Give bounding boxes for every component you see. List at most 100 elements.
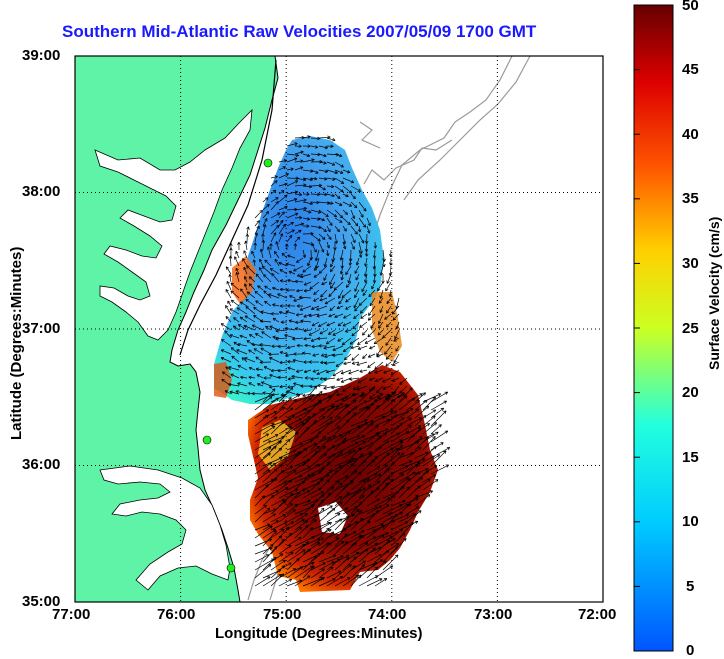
velocity-arrow <box>260 347 272 355</box>
colorbar-tick-label: 20 <box>682 384 699 401</box>
velocity-arrow-head <box>326 479 330 481</box>
colorbar-tick-label: 40 <box>682 126 699 143</box>
velocity-arrow-head <box>366 406 370 409</box>
velocity-arrow <box>422 422 437 435</box>
velocity-arrow-head <box>244 315 247 319</box>
velocity-arrow <box>286 442 303 451</box>
velocity-arrow-head <box>276 520 279 524</box>
velocity-arrow-head <box>324 147 328 150</box>
velocity-arrow-head <box>367 223 371 227</box>
velocity-arrow-head <box>359 574 362 578</box>
x-tick-label: 72:00 <box>578 606 617 623</box>
velocity-arrow-head <box>272 388 276 391</box>
velocity-arrow-head <box>317 383 321 386</box>
velocity-arrow <box>302 265 312 273</box>
velocity-arrow <box>262 574 282 587</box>
velocity-arrow-head <box>364 248 367 252</box>
velocity-arrow <box>310 177 318 180</box>
velocity-arrow <box>358 542 378 555</box>
velocity-arrow-head <box>276 397 279 401</box>
velocity-arrow <box>294 466 311 475</box>
velocity-arrow <box>225 266 232 275</box>
velocity-arrow <box>233 341 240 347</box>
velocity-arrow <box>334 533 348 547</box>
velocity-arrow <box>248 349 256 355</box>
velocity-arrow-head <box>329 268 332 272</box>
velocity-arrow-head <box>295 213 299 216</box>
velocity-arrow <box>358 217 366 228</box>
velocity-arrow-head <box>328 461 331 465</box>
velocity-arrow-head <box>300 150 304 152</box>
velocity-arrow-head <box>332 353 335 356</box>
velocity-arrow <box>349 337 360 345</box>
velocity-arrow-head <box>434 397 436 401</box>
velocity-arrow <box>286 390 296 395</box>
velocity-arrow-head <box>340 434 343 438</box>
velocity-arrow <box>366 510 379 523</box>
velocity-arrow-head <box>362 293 366 296</box>
velocity-arrow <box>310 507 325 523</box>
velocity-arrow <box>261 331 272 339</box>
velocity-arrow <box>367 329 376 338</box>
velocity-arrow <box>349 377 360 380</box>
velocity-arrow <box>318 201 331 204</box>
velocity-arrow <box>294 439 313 451</box>
velocity-arrow <box>254 290 264 299</box>
velocity-arrow-head <box>291 552 294 556</box>
velocity-arrow-head <box>259 360 263 363</box>
velocity-arrow-head <box>408 486 410 490</box>
velocity-arrow-head <box>388 476 391 480</box>
velocity-arrow-head <box>268 440 272 444</box>
velocity-arrow-head <box>409 460 413 464</box>
velocity-arrow <box>302 470 322 483</box>
velocity-arrow <box>312 353 320 357</box>
velocity-arrow <box>262 211 269 219</box>
velocity-arrow-head <box>345 396 349 400</box>
velocity-arrow <box>326 496 343 507</box>
velocity-arrow <box>254 440 271 451</box>
velocity-arrow-head <box>374 368 378 370</box>
velocity-arrow-head <box>349 341 352 345</box>
velocity-arrow <box>287 279 296 283</box>
velocity-arrow-head <box>230 282 234 284</box>
velocity-arrow-head <box>307 135 311 137</box>
velocity-arrow-head <box>328 542 332 544</box>
velocity-arrow-head <box>229 390 233 392</box>
velocity-arrow <box>338 297 344 305</box>
velocity-arrow-head <box>373 547 376 551</box>
velocity-arrow <box>382 513 398 531</box>
velocity-arrow <box>286 142 298 147</box>
velocity-arrow-head <box>349 262 353 266</box>
velocity-arrow <box>379 305 384 313</box>
velocity-arrow-head <box>225 316 229 318</box>
velocity-arrow-head <box>438 393 441 397</box>
velocity-arrow-head <box>300 319 304 322</box>
velocity-arrow-head <box>308 416 311 420</box>
velocity-arrow-head <box>368 295 372 298</box>
velocity-arrow-head <box>396 491 400 495</box>
velocity-arrow-head <box>382 416 386 419</box>
velocity-arrow-head <box>248 367 252 371</box>
velocity-arrow-head <box>300 151 304 154</box>
velocity-arrow <box>358 536 376 547</box>
velocity-arrow-head <box>397 543 400 547</box>
velocity-arrow-head <box>320 391 323 395</box>
velocity-arrow-head <box>368 370 371 374</box>
velocity-arrow-head <box>284 457 287 461</box>
velocity-arrow <box>262 462 276 475</box>
velocity-arrow-head <box>428 423 430 427</box>
velocity-arrow-head <box>371 459 375 461</box>
velocity-arrow-head <box>382 336 386 339</box>
velocity-arrow-head <box>285 310 289 312</box>
velocity-arrow-head <box>362 392 365 396</box>
velocity-arrow <box>249 333 256 339</box>
velocity-arrow-head <box>303 338 307 341</box>
velocity-arrow <box>342 574 359 587</box>
velocity-arrow-head <box>327 229 331 233</box>
velocity-arrow-head <box>372 490 374 494</box>
velocity-arrow-head <box>333 578 336 582</box>
velocity-arrow-head <box>330 505 333 509</box>
velocity-arrow-head <box>412 434 416 438</box>
velocity-arrow <box>302 527 313 539</box>
